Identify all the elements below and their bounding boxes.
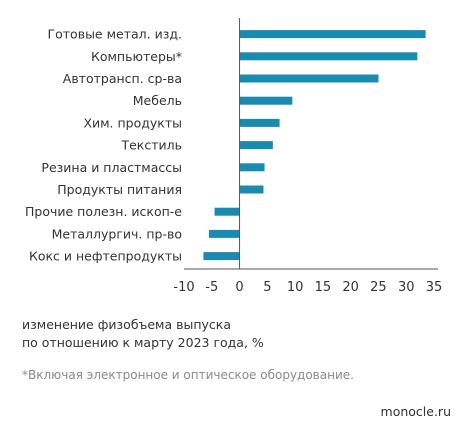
bar — [239, 96, 293, 105]
x-tick-label: 10 — [287, 280, 304, 295]
source-label: monocle.ru — [380, 404, 451, 419]
bar — [239, 118, 280, 127]
x-tick-label: 25 — [370, 280, 387, 295]
bar — [239, 163, 265, 172]
x-tick-label: -10 — [173, 280, 194, 295]
bar — [203, 252, 240, 261]
bar — [239, 141, 273, 150]
x-tick-label: 5 — [263, 280, 271, 295]
bar — [214, 207, 240, 216]
category-label: Кокс и нефтепродукты — [29, 249, 182, 264]
x-axis-label-line-1: изменение физобъема выпуска — [22, 317, 232, 332]
footnote: *Включая электронное и оптическое оборуд… — [22, 368, 354, 382]
bar — [239, 52, 418, 61]
bar — [239, 74, 379, 83]
category-label: Продукты питания — [57, 182, 182, 197]
bar — [239, 30, 426, 39]
category-label: Компьютеры* — [91, 49, 182, 64]
category-label: Автотрансп. ср-ва — [63, 71, 182, 86]
category-label: Мебель — [133, 93, 182, 108]
category-label: Текстиль — [120, 138, 182, 153]
category-label: Готовые метал. изд. — [48, 27, 183, 42]
x-tick-label: 30 — [398, 280, 415, 295]
category-label: Хим. продукты — [83, 115, 182, 130]
category-label: Прочие полезн. ископ-е — [25, 204, 182, 219]
x-tick-label: 15 — [315, 280, 332, 295]
bar — [209, 229, 240, 238]
category-label: Металлургич. пр-во — [52, 226, 182, 241]
x-axis-label-line-2: по отношению к марту 2023 года, % — [22, 335, 264, 350]
category-label: Резина и пластмассы — [41, 160, 182, 175]
x-tick-label: 35 — [426, 280, 443, 295]
x-tick-label: 0 — [235, 280, 243, 295]
x-axis-label: изменение физобъема выпуска по отношению… — [22, 316, 342, 352]
x-tick-label: 20 — [342, 280, 359, 295]
x-tick-label: -5 — [205, 280, 218, 295]
bar-chart: Готовые метал. изд. Компьютеры* Автотрансп… — [25, 18, 443, 295]
bar — [239, 185, 264, 194]
